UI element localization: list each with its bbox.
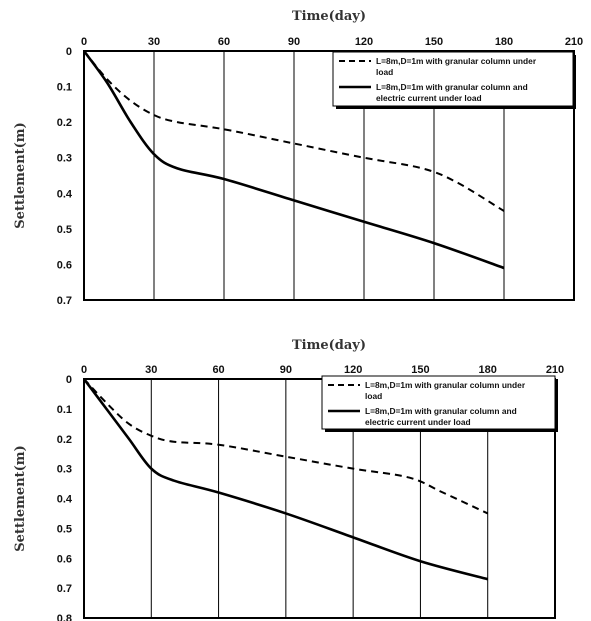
legend-label: electric current under load bbox=[376, 93, 482, 103]
legend-label: load bbox=[376, 67, 393, 77]
y-tick-label: 0.1 bbox=[57, 82, 72, 94]
y-tick-label: 0.8 bbox=[57, 613, 72, 621]
y-tick-label: 0.2 bbox=[57, 117, 72, 129]
x-tick-label: 150 bbox=[411, 364, 429, 376]
x-tick-label: 30 bbox=[148, 36, 160, 48]
legend: L=8m,D=1m with granular column underload… bbox=[332, 51, 576, 109]
y-tick-label: 0.6 bbox=[57, 259, 72, 271]
legend-label: electric current under load bbox=[365, 417, 471, 427]
y-tick-label: 0.7 bbox=[57, 295, 72, 307]
y-tick-label: 0.5 bbox=[57, 523, 72, 535]
series-line-2 bbox=[82, 378, 489, 581]
legend: L=8m,D=1m with granular column underload… bbox=[321, 375, 558, 432]
legend-box bbox=[321, 375, 556, 430]
legend-label: L=8m,D=1m with granular column under bbox=[376, 56, 537, 66]
y-tick-label: 0.3 bbox=[57, 464, 72, 476]
x-tick-label: 150 bbox=[425, 36, 443, 48]
legend-label: L=8m,D=1m with granular column under bbox=[365, 380, 526, 390]
x-axis-title: Time(day) bbox=[292, 338, 366, 353]
series-line-2 bbox=[82, 50, 505, 270]
series-line-1 bbox=[83, 50, 505, 212]
x-tick-label: 120 bbox=[344, 364, 362, 376]
legend-box bbox=[332, 51, 574, 107]
y-axis-title: Settlement(m) bbox=[13, 445, 28, 551]
y-tick-label: 0.2 bbox=[57, 434, 72, 446]
y-tick-label: 0 bbox=[66, 46, 72, 58]
x-tick-label: 90 bbox=[288, 36, 300, 48]
x-tick-label: 180 bbox=[495, 36, 513, 48]
x-axis-title: Time(day) bbox=[292, 9, 366, 24]
x-tick-label: 210 bbox=[546, 364, 564, 376]
y-tick-label: 0.1 bbox=[57, 404, 72, 416]
x-tick-label: 210 bbox=[565, 36, 583, 48]
y-tick-label: 0.7 bbox=[57, 583, 72, 595]
x-tick-label: 90 bbox=[280, 364, 292, 376]
plot-frame bbox=[83, 378, 556, 619]
y-axis-title: Settlement(m) bbox=[13, 122, 28, 228]
y-tick-label: 0.4 bbox=[57, 494, 73, 506]
x-tick-label: 120 bbox=[355, 36, 373, 48]
x-tick-label: 0 bbox=[81, 36, 87, 48]
y-tick-label: 0.6 bbox=[57, 553, 72, 565]
chart-2: 0 30 60 90 120 150 180 210 0 0.1 0.2 0.3 0.4 0.5 0.6 0.… bbox=[13, 338, 564, 621]
x-tick-label: 60 bbox=[218, 36, 230, 48]
legend-label: L=8m,D=1m with granular column and bbox=[365, 406, 517, 416]
x-tick-label: 0 bbox=[81, 364, 87, 376]
y-tick-label: 0 bbox=[66, 374, 72, 386]
x-tick-label: 30 bbox=[145, 364, 157, 376]
legend-label: load bbox=[365, 391, 382, 401]
x-tick-label: 60 bbox=[212, 364, 224, 376]
series-line-1 bbox=[83, 378, 489, 515]
y-tick-label: 0.5 bbox=[57, 224, 72, 236]
x-tick-label: 180 bbox=[479, 364, 497, 376]
plot-frame bbox=[83, 50, 575, 301]
y-tick-label: 0.3 bbox=[57, 153, 72, 165]
chart-1: 0 30 60 90 120 150 180 210 0 0.1 0.2 0.3 0.4 0.5 0.6 0.… bbox=[13, 9, 583, 307]
legend-label: L=8m,D=1m with granular column and bbox=[376, 82, 528, 92]
y-tick-label: 0.4 bbox=[57, 188, 73, 200]
